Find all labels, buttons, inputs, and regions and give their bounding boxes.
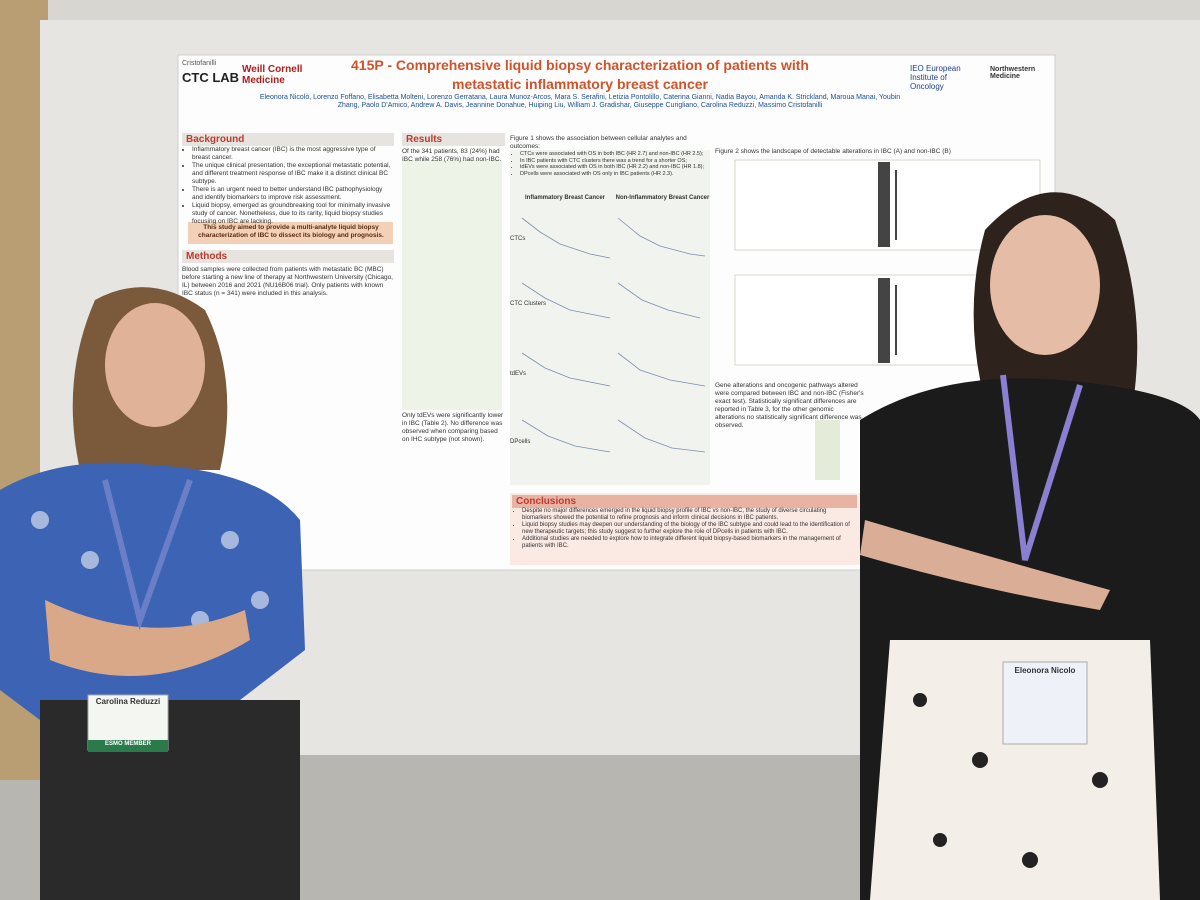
northwestern-logo: Northwestern Medicine bbox=[990, 66, 1036, 80]
person-right bbox=[860, 192, 1200, 900]
col-non-ibc: Non-Inflammatory Breast Cancer bbox=[615, 195, 710, 201]
heading: Background bbox=[182, 133, 394, 146]
heading: Results bbox=[402, 133, 505, 146]
item: tdEVs were associated with OS in both IB… bbox=[520, 164, 710, 171]
aim-box bbox=[188, 222, 393, 244]
heading: Methods bbox=[182, 250, 394, 263]
item: There is an urgent need to better unders… bbox=[192, 186, 394, 202]
poster-title: 415P - Comprehensive liquid biopsy chara… bbox=[351, 57, 809, 92]
item: The unique clinical presentation, the ex… bbox=[192, 162, 394, 186]
ieo-logo: IEO European Institute of Oncology bbox=[910, 64, 961, 91]
item: Liquid biopsy, emerged as groundbreaking… bbox=[192, 202, 394, 226]
item: Despite no major differences emerged in … bbox=[522, 508, 857, 522]
methods: Methods Blood samples were collected fro… bbox=[182, 250, 394, 301]
oncoprint bbox=[878, 162, 897, 363]
row-label: tdEVs bbox=[510, 371, 527, 377]
item: DPcells were associated with OS only in … bbox=[520, 171, 710, 178]
row-label: CTCs bbox=[510, 236, 526, 242]
conclusions: Conclusions Despite no major differences… bbox=[512, 495, 857, 550]
weill-logo: Weill Cornell Medicine bbox=[242, 64, 303, 86]
badge-member: ESMO MEMBER bbox=[104, 741, 151, 747]
lab-main: CTC LAB bbox=[182, 70, 240, 85]
background: Background Inflammatory breast cancer (I… bbox=[182, 133, 394, 226]
lab-top: Cristofanilli bbox=[182, 60, 217, 67]
figure1-panel bbox=[510, 150, 710, 485]
item: Additional studies are needed to explore… bbox=[522, 536, 857, 550]
figure2-text: Gene alterations and oncogenic pathways … bbox=[715, 382, 864, 429]
list: Despite no major differences emerged in … bbox=[512, 508, 857, 550]
col-ibc: Inflammatory Breast Cancer bbox=[524, 195, 606, 201]
item: Liquid biopsy studies may deepen our und… bbox=[522, 522, 857, 536]
heading: Conclusions bbox=[512, 495, 857, 508]
person-left bbox=[0, 287, 305, 900]
row-label: DPcells bbox=[510, 439, 531, 445]
results: Results Of the 341 patients, 83 (24%) ha… bbox=[402, 133, 505, 166]
results-note: Only tdEVs were significantly lower in I… bbox=[402, 412, 504, 443]
list: Inflammatory breast cancer (IBC) is the … bbox=[182, 146, 394, 226]
figure1-text: Figure 1 shows the association between c… bbox=[510, 135, 710, 177]
item: Inflammatory breast cancer (IBC) is the … bbox=[192, 146, 394, 162]
item: In IBC patients with CTC clusters there … bbox=[520, 158, 710, 165]
list: CTCs were associated with OS in both IBC… bbox=[510, 151, 710, 177]
authors: Eleonora Nicolò, Lorenzo Foffano, Elisab… bbox=[259, 94, 901, 109]
badge-name: Eleonora Nicolo bbox=[1014, 666, 1076, 675]
text: Of the 341 patients, 83 (24%) had IBC wh… bbox=[402, 148, 502, 163]
table1 bbox=[402, 160, 502, 410]
table3 bbox=[815, 420, 840, 480]
intro: Figure 1 shows the association between c… bbox=[510, 135, 687, 150]
badge-name: Carolina Reduzzi bbox=[95, 697, 161, 706]
row-label: CTC Clusters bbox=[510, 301, 547, 307]
item: CTCs were associated with OS in both IBC… bbox=[520, 151, 710, 158]
km-curves bbox=[521, 217, 706, 453]
text: Blood samples were collected from patien… bbox=[182, 266, 393, 297]
aim: This study aimed to provide a multi-anal… bbox=[198, 224, 384, 239]
figure2-intro: Figure 2 shows the landscape of detectab… bbox=[715, 148, 951, 155]
